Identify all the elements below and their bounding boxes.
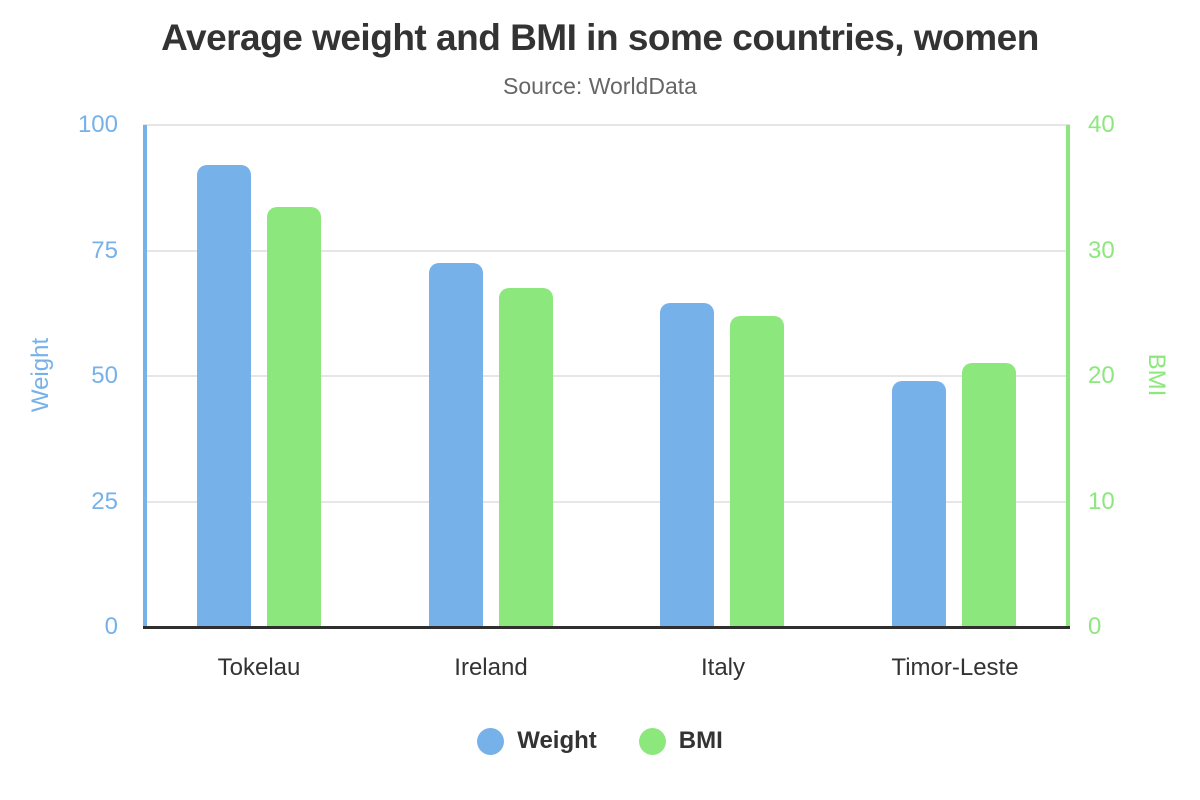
bar-bmi-italy[interactable] (730, 315, 785, 627)
y-axis-tick: 10 (1088, 488, 1115, 515)
right-y-axis-ticks: 40 30 20 10 0 (1088, 0, 1200, 800)
y-axis-tick: 0 (104, 613, 118, 640)
gridline (143, 124, 1070, 126)
left-y-axis-line (143, 125, 147, 627)
gridline (143, 375, 1070, 377)
bar-bmi-tokelau[interactable] (266, 206, 321, 627)
y-axis-tick: 50 (91, 362, 118, 389)
right-y-axis-title: BMI (1143, 353, 1170, 397)
legend-item-bmi[interactable]: BMI (638, 727, 723, 755)
chart-title: Average weight and BMI in some countries… (161, 17, 1039, 58)
bar-bmi-ireland[interactable] (498, 288, 553, 627)
bar-weight-italy[interactable] (660, 303, 715, 627)
bmi-legend-dot-icon (638, 727, 666, 755)
y-axis-tick: 25 (91, 488, 118, 515)
legend-label: Weight (517, 727, 597, 754)
chart-subtitle: Source: WorldData (503, 73, 697, 99)
x-axis-category-label: Timor-Leste (891, 654, 1019, 681)
y-axis-tick: 0 (1088, 613, 1102, 640)
x-axis-category-label: Italy (700, 654, 745, 681)
y-axis-tick: 75 (91, 237, 118, 264)
weight-legend-dot-icon (477, 727, 505, 755)
x-axis-line (143, 626, 1070, 629)
legend-item-weight[interactable]: Weight (477, 727, 597, 755)
x-axis-category-label: Tokelau (217, 654, 301, 681)
bar-weight-tokelau[interactable] (196, 165, 251, 627)
legend: Weight BMI (0, 727, 1200, 755)
y-axis-tick: 20 (1088, 362, 1115, 389)
y-axis-tick: 100 (77, 111, 118, 138)
bar-bmi-timor-leste[interactable] (962, 363, 1017, 627)
left-y-axis-ticks: 100 75 50 25 0 (0, 0, 118, 800)
x-axis-category-label: Ireland (454, 654, 528, 681)
legend-label: BMI (678, 727, 723, 754)
y-axis-tick: 40 (1088, 111, 1115, 138)
bar-weight-timor-leste[interactable] (892, 381, 947, 627)
right-y-axis-line (1066, 125, 1070, 627)
bar-weight-ireland[interactable] (428, 263, 483, 627)
left-y-axis-title: Weight (27, 337, 54, 413)
gridline (143, 501, 1070, 503)
gridline (143, 250, 1070, 252)
y-axis-tick: 30 (1088, 237, 1115, 264)
plot-area (143, 124, 1070, 627)
